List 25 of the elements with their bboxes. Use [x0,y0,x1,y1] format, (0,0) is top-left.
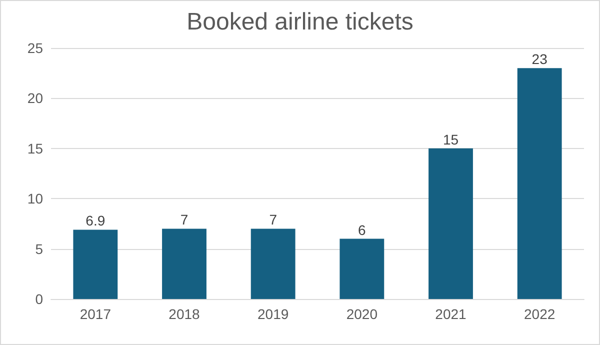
y-tick-label: 5 [35,240,44,257]
y-tick-label: 15 [27,140,44,156]
x-tick-label: 2021 [435,306,467,322]
bar [517,68,562,299]
x-tick-label: 2020 [346,306,378,322]
y-tick-label: 20 [27,90,44,106]
data-label: 6 [358,222,366,238]
data-label: 7 [269,212,278,228]
x-tick-label: 2018 [168,306,200,322]
bar [162,228,206,299]
bar [73,230,118,299]
data-label: 6.9 [86,212,106,229]
bar [428,148,473,299]
x-tick-label: 2017 [80,306,112,322]
y-tick-label: 0 [35,291,44,307]
data-label: 15 [442,131,459,148]
bar [340,238,384,299]
y-tick-label: 25 [27,40,44,56]
x-tick-label: 2022 [524,306,556,322]
x-tick-label: 2019 [258,306,289,322]
data-label: 23 [532,51,548,68]
chart-title: Booked airline tickets [186,8,414,36]
y-tick-label: 10 [27,190,44,207]
bar [250,228,296,299]
data-label: 7 [180,212,188,228]
